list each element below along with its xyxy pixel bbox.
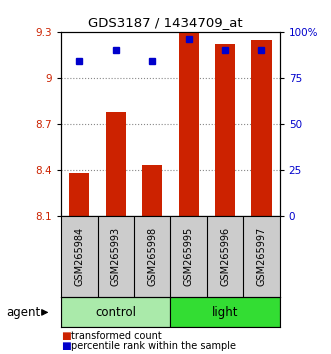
Text: GDS3187 / 1434709_at: GDS3187 / 1434709_at [88, 16, 243, 29]
Text: GSM265984: GSM265984 [74, 227, 84, 286]
Bar [142, 165, 162, 216]
Bar [179, 33, 199, 216]
Text: GSM265998: GSM265998 [147, 227, 157, 286]
Bar [170, 297, 280, 327]
Text: GSM265997: GSM265997 [257, 227, 266, 286]
Text: ■: ■ [61, 341, 71, 351]
Bar [106, 112, 126, 216]
Text: GSM265996: GSM265996 [220, 227, 230, 286]
Text: GSM265993: GSM265993 [111, 227, 121, 286]
Text: agent: agent [7, 306, 41, 319]
Bar [70, 173, 89, 216]
Text: control: control [95, 306, 136, 319]
Text: GSM265995: GSM265995 [184, 227, 194, 286]
Bar [61, 297, 170, 327]
Text: percentile rank within the sample: percentile rank within the sample [71, 341, 236, 351]
Bar [252, 40, 271, 216]
Text: transformed count: transformed count [71, 331, 162, 341]
Text: light: light [212, 306, 238, 319]
Text: ■: ■ [61, 331, 71, 341]
Bar [215, 44, 235, 216]
